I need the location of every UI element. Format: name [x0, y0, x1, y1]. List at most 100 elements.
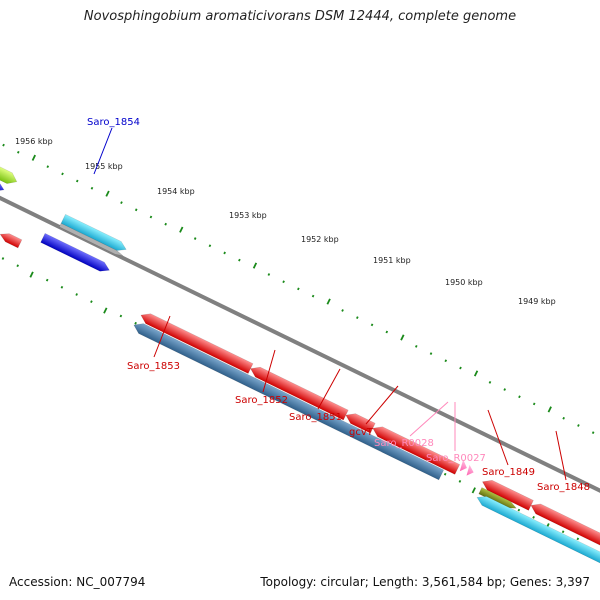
gene-label-saro-1848: Saro_1848	[537, 482, 590, 493]
tick-mark-bottom	[134, 321, 137, 325]
leader-line-saro-1849	[487, 409, 509, 466]
gene-label-saro-1852: Saro_1852	[235, 395, 288, 406]
tick-mark-top	[120, 201, 123, 204]
tick-mark-top	[547, 406, 552, 413]
tick-mark-top	[282, 280, 285, 284]
tick-mark-top	[444, 359, 448, 363]
kbp-label: 1951 kbp	[373, 256, 411, 265]
gene-arrow-saro-1851	[345, 413, 376, 434]
gene-arrow-gray	[58, 222, 124, 257]
leader-line-saro-1854	[93, 127, 113, 175]
gene-label-saro-r0027: Saro_R0027	[426, 453, 486, 464]
leader-line-saro-1853	[153, 315, 171, 358]
tick-mark-top	[488, 380, 492, 384]
tick-mark-bottom	[75, 293, 78, 296]
tick-mark-top	[16, 150, 20, 154]
tick-mark-bottom	[471, 487, 476, 494]
tick-mark-top	[208, 244, 212, 248]
leader-line-saro-1848	[555, 430, 567, 481]
tick-mark-bottom	[60, 285, 64, 289]
kbp-label: 1949 kbp	[518, 297, 556, 306]
tick-mark-bottom	[45, 278, 49, 282]
tick-mark-top	[297, 287, 300, 291]
gene-arrow-saro-1853	[140, 313, 254, 374]
tick-mark-top	[164, 222, 167, 226]
tick-mark-top	[473, 370, 479, 377]
tick-mark-bottom	[16, 264, 19, 268]
leader-line-saro-r0028	[409, 401, 449, 437]
tick-mark-top	[46, 165, 50, 169]
tick-mark-top	[356, 316, 359, 320]
tick-mark-top	[223, 251, 226, 255]
tick-mark-top	[238, 258, 241, 262]
gene-arrow-olive	[478, 487, 517, 509]
gene-label-saro-1854: Saro_1854	[87, 117, 140, 128]
accession-text: Accession: NC_007794	[9, 575, 146, 589]
tick-mark-bottom	[561, 530, 565, 534]
leader-line-gcvt	[365, 385, 399, 425]
tick-mark-top	[179, 226, 184, 233]
tick-mark-bottom	[443, 472, 447, 476]
map-title: Novosphingobium aromaticivorans DSM 1244…	[83, 9, 517, 24]
tick-mark-bottom	[517, 508, 521, 512]
track-group	[0, 143, 600, 564]
tick-mark-top	[105, 190, 110, 197]
tick-mark-bottom	[458, 480, 462, 483]
tick-mark-top	[459, 366, 462, 370]
backbone-line	[0, 169, 600, 507]
gene-label-saro-1853: Saro_1853	[127, 361, 180, 372]
tick-mark-top	[267, 273, 271, 276]
kbp-label: 1952 kbp	[301, 235, 339, 244]
gene-label-gcvt: gcvT	[349, 427, 374, 438]
tick-mark-top	[532, 402, 536, 406]
tick-mark-top	[252, 262, 258, 269]
tick-mark-bottom	[576, 537, 580, 541]
leader-line-saro-1851	[317, 368, 341, 410]
tick-mark-top	[311, 294, 315, 298]
tick-mark-top	[562, 416, 565, 420]
tick-mark-top	[90, 186, 94, 190]
tick-mark-top	[518, 395, 521, 399]
tick-mark-bottom	[119, 314, 123, 318]
tick-mark-top	[31, 154, 36, 161]
tick-mark-top	[591, 431, 595, 435]
gene-label-saro-r0028: Saro_R0028	[374, 438, 434, 449]
tick-mark-top	[149, 215, 153, 219]
gene-arrow-blue	[40, 232, 110, 272]
gene-arrow-gcvt	[372, 426, 461, 475]
gene-arrow-saro-1852	[250, 366, 349, 421]
rna-marker-r0027	[466, 464, 474, 476]
kbp-label: 1956 kbp	[15, 137, 53, 146]
tick-mark-top	[503, 388, 507, 391]
tick-mark-top	[577, 424, 580, 427]
gene-arrow-lime	[0, 154, 18, 184]
tick-mark-top	[193, 237, 197, 240]
tick-mark-top	[61, 172, 64, 176]
kbp-label: 1955 kbp	[85, 162, 123, 171]
tick-mark-top	[400, 334, 405, 341]
tick-mark-bottom	[103, 307, 108, 314]
tick-mark-bottom	[29, 271, 34, 278]
gene-arrow-cyan-top	[60, 213, 127, 251]
gene-arrow-cyan	[476, 496, 600, 564]
tick-mark-top	[2, 143, 5, 147]
topology-text: Topology: circular; Length: 3,561,584 bp…	[260, 575, 590, 589]
tick-mark-top	[341, 309, 344, 312]
kbp-label: 1950 kbp	[445, 278, 483, 287]
tick-mark-top	[134, 208, 138, 212]
rna-marker-r0028	[459, 459, 467, 472]
tick-mark-top	[326, 298, 331, 305]
tick-mark-bottom	[1, 257, 5, 260]
kbp-label: 1954 kbp	[157, 187, 195, 196]
tick-mark-top	[370, 323, 374, 327]
gene-arrow-red-small	[0, 233, 23, 249]
gene-label-saro-1849: Saro_1849	[482, 467, 535, 478]
tick-mark-top	[385, 330, 389, 334]
gene-label-saro-1851: Saro_1851	[289, 412, 342, 423]
gene-arrow-steel	[133, 323, 445, 481]
gene-arrow-saro-1848	[530, 503, 600, 550]
kbp-label: 1953 kbp	[229, 211, 267, 220]
tick-mark-bottom	[90, 300, 93, 304]
leader-line-saro-1852	[262, 349, 276, 393]
